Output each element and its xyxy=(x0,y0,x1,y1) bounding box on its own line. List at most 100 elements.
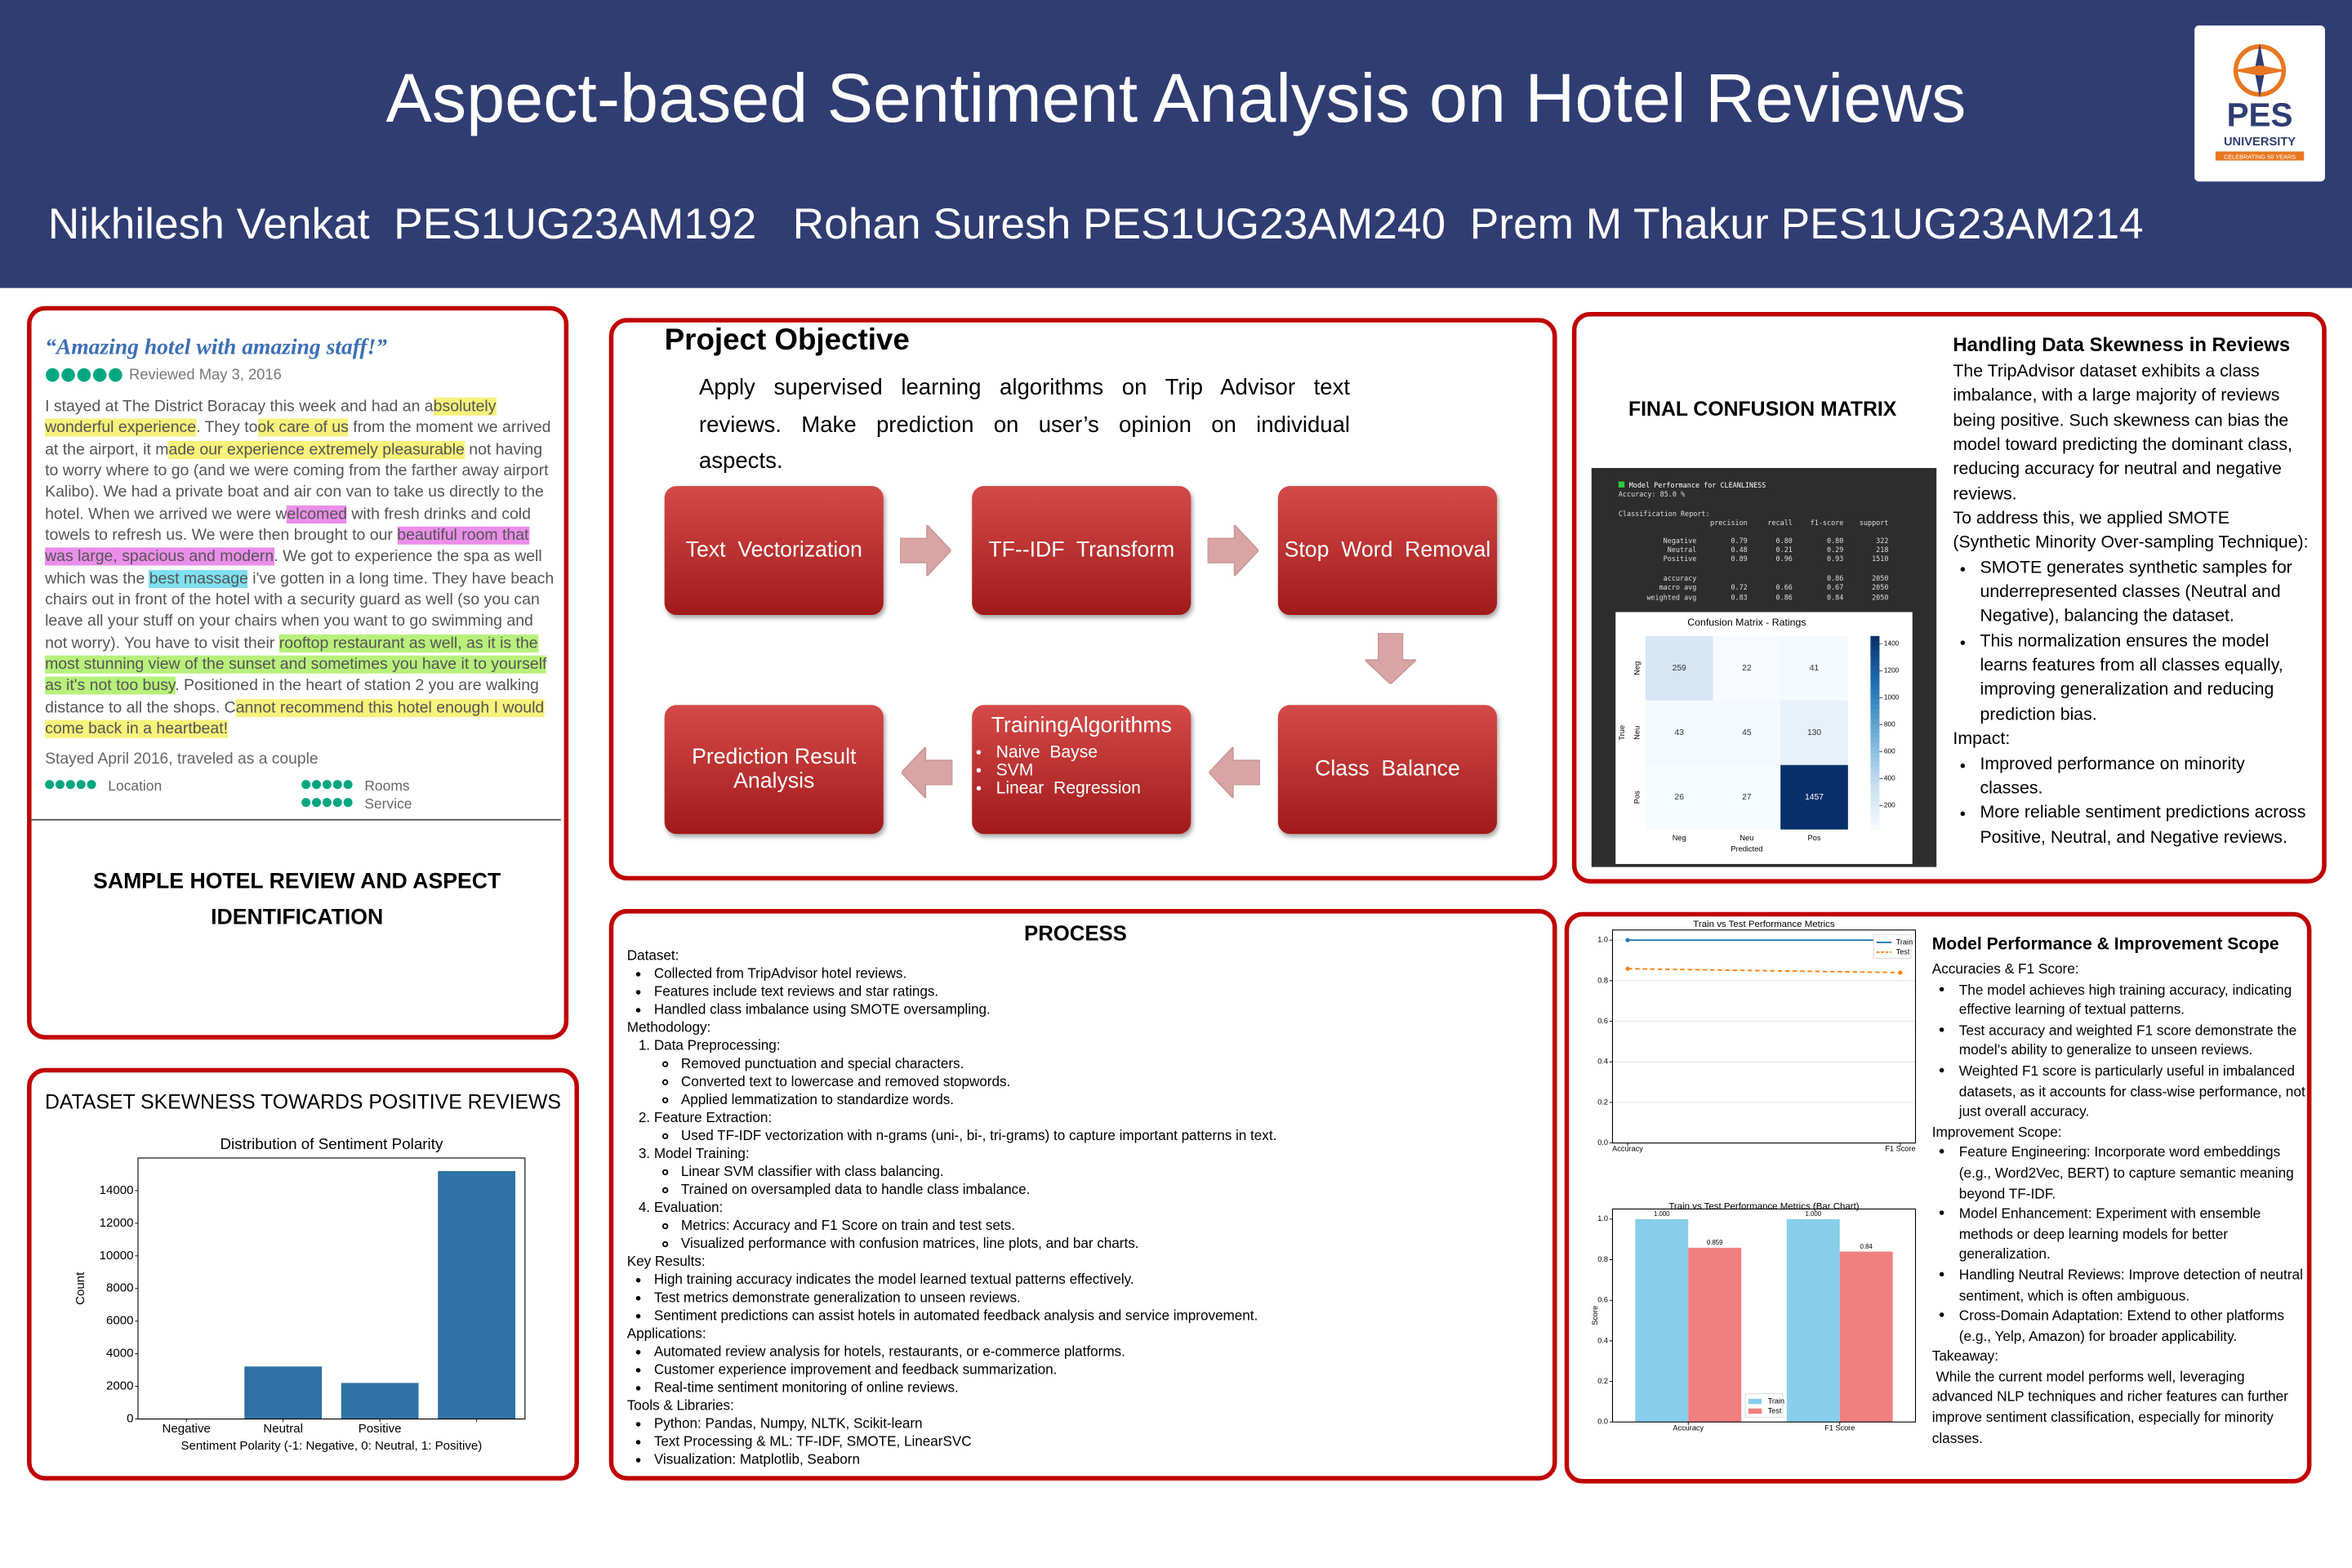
bar xyxy=(341,1383,419,1419)
report-column: f1-score xyxy=(1810,520,1844,528)
colorbar-segment xyxy=(1870,635,1880,642)
colorbar-segment xyxy=(1870,718,1880,724)
colorbar-segment xyxy=(1870,766,1880,773)
column-label: Neg xyxy=(1673,834,1686,842)
list-item: Visualized performance with confusion ma… xyxy=(681,1235,1527,1253)
list-item: Customer experience improvement and feed… xyxy=(654,1361,1527,1379)
plot-area xyxy=(1612,929,1916,1143)
report-cell: macro avg xyxy=(1659,585,1697,593)
point xyxy=(1898,970,1903,975)
authors: Nikhilesh Venkat PES1UG23AM192 Rohan Sur… xyxy=(47,201,2144,249)
report-cell: 0.66 xyxy=(1775,585,1793,593)
legend-label: Train xyxy=(1768,1396,1785,1405)
report-heading: Classification Report: xyxy=(1618,510,1710,519)
list: Used TF-IDF vectorization with n-grams (… xyxy=(654,1126,1527,1144)
list-item: Model Enhancement: Experiment with ensem… xyxy=(1959,1203,2307,1264)
colorbar-segment xyxy=(1870,761,1880,768)
y-axis-label: True xyxy=(1618,725,1626,741)
cell-label: 130 xyxy=(1807,728,1821,737)
report-cell: weighted avg xyxy=(1646,595,1697,603)
review-segment: . They to xyxy=(196,419,258,438)
performance-title: Model Performance & Improvement Scope xyxy=(1931,936,2279,955)
colorbar-segment xyxy=(1870,728,1880,733)
y-tick-label: 0.0 xyxy=(1597,1418,1608,1426)
report-cell: 0.86 xyxy=(1826,576,1844,584)
paragraph: Improvement Scope: xyxy=(1931,1123,2062,1140)
column-label: Pos xyxy=(1808,834,1821,842)
heatmap-cell xyxy=(1645,635,1713,701)
colorbar-segment xyxy=(1870,670,1880,675)
y-tick-label: 4000 xyxy=(106,1347,133,1361)
colorbar-segment xyxy=(1870,819,1880,826)
paragraph: While the current model performs well, l… xyxy=(1931,1367,2292,1446)
report-cell: accuracy xyxy=(1663,576,1697,584)
poster-title: Aspect-based Sentiment Analysis on Hotel… xyxy=(385,58,1967,137)
list-item: High training accuracy indicates the mod… xyxy=(654,1271,1527,1289)
list: Collected from TripAdvisor hotel reviews… xyxy=(627,964,1527,1018)
x-tick-label: Negative xyxy=(163,1422,211,1436)
rating-bubbles xyxy=(45,780,353,808)
list-item: SVM xyxy=(996,762,1141,780)
chart-title: Train vs Test Performance Metrics (Bar C… xyxy=(1668,1201,1859,1211)
logo-graphic: PES UNIVERSITY CELEBRATING 50 YEARS xyxy=(2215,43,2305,161)
y-axis-label: Count xyxy=(74,1272,87,1305)
report-cell: 0.84 xyxy=(1826,595,1844,603)
x-tick-label: Positive xyxy=(359,1422,402,1436)
bar xyxy=(1786,1218,1840,1423)
list-item: Improved performance on minority classes… xyxy=(1980,752,2310,801)
flow-step-label: Class Balance xyxy=(1315,757,1460,782)
flow-step: Class Balance xyxy=(1277,705,1498,835)
list-item: Trained on oversampled data to handle cl… xyxy=(681,1181,1527,1199)
report-cell: 0.80 xyxy=(1775,537,1793,546)
data-label: 0.859 xyxy=(1707,1239,1723,1246)
flow-step-label: TrainingAlgorithms xyxy=(991,714,1172,738)
data-label: 1.000 xyxy=(1806,1210,1822,1218)
heatmap-cell xyxy=(1713,635,1781,701)
cell-label: 45 xyxy=(1742,728,1752,737)
list-item: Python: Pandas, Numpy, NLTK, Scikit-lear… xyxy=(654,1414,1527,1432)
cell-label: 43 xyxy=(1675,728,1685,737)
list-item-text: Data Preprocessing: xyxy=(653,1038,781,1054)
colorbar-segment xyxy=(1870,665,1880,670)
list: Removed punctuation and special characte… xyxy=(654,1054,1527,1108)
report-cell: 0.86 xyxy=(1775,595,1793,603)
flow-arrow xyxy=(901,746,953,799)
flow-step-label: TF--IDF Transform xyxy=(988,538,1175,563)
cell-label: 27 xyxy=(1742,793,1752,802)
report-cell xyxy=(1748,576,1793,586)
report-column: support xyxy=(1859,520,1889,528)
report-cell: 0.48 xyxy=(1731,547,1748,555)
logo-tag: CELEBRATING 50 YEARS xyxy=(2224,154,2296,161)
column-label: Neu xyxy=(1740,834,1753,842)
list-item: More reliable sentiment predictions acro… xyxy=(1980,801,2310,850)
colorbar-segment xyxy=(1870,737,1880,743)
list-item: Naive Bayse xyxy=(996,744,1141,762)
logo-name: PES xyxy=(2227,96,2293,133)
y-tick-label: 10000 xyxy=(100,1249,134,1263)
paragraph: Takeaway: xyxy=(1931,1347,1999,1365)
colorbar-segment xyxy=(1870,756,1880,763)
colorbar-segment xyxy=(1870,703,1880,710)
review-segment: from the moment we arrived at the airpor… xyxy=(45,419,551,459)
colorbar-segment xyxy=(1870,795,1880,801)
heatmap-cell xyxy=(1780,700,1848,765)
objective-text: Apply supervised learning algorithms on … xyxy=(698,375,1351,474)
paragraph: Dataset: xyxy=(626,947,679,964)
report-column: precision xyxy=(1710,520,1748,528)
list-item: Cross-Domain Adaptation: Extend to other… xyxy=(1959,1305,2307,1346)
paragraph: Applications: xyxy=(626,1325,706,1342)
bar xyxy=(244,1366,323,1419)
legend-swatch xyxy=(1748,1398,1762,1405)
colorbar-segment xyxy=(1870,771,1880,777)
rating-label: Service xyxy=(364,796,412,813)
aspect-highlight: ade our experience extremely pleasurable xyxy=(168,440,465,459)
list-item: This normalization ensures the model lea… xyxy=(1980,630,2310,728)
y-tick-label: 0.2 xyxy=(1597,1098,1608,1106)
line-chart: 0.0 0.2 0.4 0.6 0.8 1.0 Train vs Test Performa… xyxy=(1597,920,1917,1153)
report-title-text: Model Performance for CLEANLINESS xyxy=(1628,483,1766,491)
bar xyxy=(1839,1251,1893,1423)
flow-arrow xyxy=(1209,746,1260,799)
colorbar-label: 1400 xyxy=(1884,639,1900,647)
data-label: 1.000 xyxy=(1654,1210,1670,1218)
plot-frame xyxy=(1611,1208,1917,1423)
